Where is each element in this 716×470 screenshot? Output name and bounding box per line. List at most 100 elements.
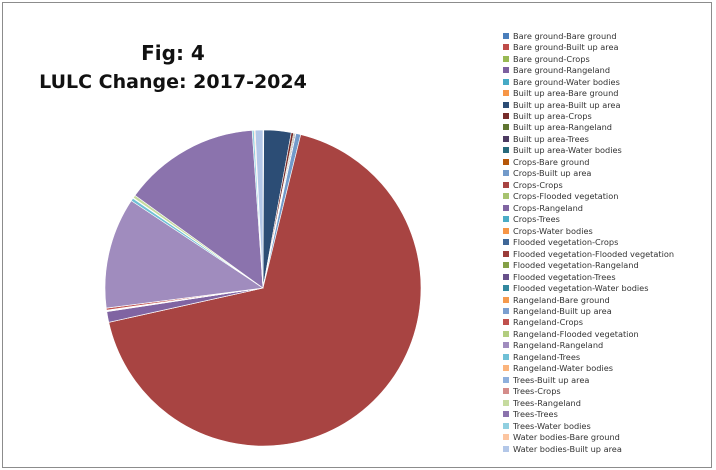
legend-entry: Rangeland-Rangeland <box>503 340 674 351</box>
legend-swatch <box>503 342 509 349</box>
legend-swatch <box>503 376 509 383</box>
legend-entry: Water bodies-Bare ground <box>503 431 674 442</box>
legend-label: Flooded vegetation-Flooded vegetation <box>513 248 675 259</box>
legend-entry: Built up area-Built up area <box>503 99 674 110</box>
legend-label: Bare ground-Built up area <box>513 42 619 53</box>
legend-label: Rangeland-Water bodies <box>513 363 614 374</box>
legend-swatch <box>503 353 509 360</box>
legend-label: Crops-Rangeland <box>513 202 583 213</box>
legend-swatch <box>503 216 509 223</box>
legend-label: Crops-Crops <box>513 179 563 190</box>
legend-entry: Crops-Bare ground <box>503 156 674 167</box>
legend-swatch <box>503 124 509 131</box>
legend-label: Built up area-Rangeland <box>513 122 612 133</box>
legend-entry: Bare ground-Rangeland <box>503 64 674 75</box>
legend-entry: Crops-Rangeland <box>503 202 674 213</box>
legend-label: Crops-Built up area <box>513 168 592 179</box>
legend-swatch <box>503 239 509 246</box>
legend-label: Bare ground-Crops <box>513 53 590 64</box>
legend-label: Trees-Built up area <box>513 374 590 385</box>
legend-entry: Bare ground-Bare ground <box>503 30 674 41</box>
legend-entry: Flooded vegetation-Water bodies <box>503 282 674 293</box>
chart-title: Fig: 4 LULC Change: 2017-2024 <box>23 39 323 97</box>
legend-swatch <box>503 67 509 74</box>
legend-label: Built up area-Water bodies <box>513 145 622 156</box>
legend-swatch <box>503 319 509 326</box>
legend-swatch <box>503 44 509 51</box>
legend-swatch <box>503 411 509 418</box>
pie-slice <box>104 200 264 309</box>
legend-entry: Built up area-Rangeland <box>503 122 674 133</box>
legend-entry: Built up area-Bare ground <box>503 87 674 98</box>
legend-swatch <box>503 399 509 406</box>
legend-swatch <box>503 204 509 211</box>
legend-entry: Water bodies-Built up area <box>503 443 674 454</box>
legend-entry: Crops-Built up area <box>503 168 674 179</box>
legend-label: Crops-Trees <box>513 214 560 225</box>
legend-swatch <box>503 135 509 142</box>
legend-entry: Trees-Water bodies <box>503 420 674 431</box>
legend-entry: Built up area-Crops <box>503 110 674 121</box>
legend-label: Flooded vegetation-Water bodies <box>513 283 649 294</box>
legend-label: Built up area-Trees <box>513 133 589 144</box>
legend-label: Trees-Rangeland <box>513 397 581 408</box>
legend-label: Crops-Water bodies <box>513 225 593 236</box>
pie-slice <box>134 130 264 289</box>
legend-entry: Trees-Trees <box>503 408 674 419</box>
legend-swatch <box>503 434 509 441</box>
legend-swatch <box>503 78 509 85</box>
pie-slice <box>108 134 422 447</box>
legend-swatch <box>503 147 509 154</box>
legend-label: Bare ground-Rangeland <box>513 65 611 76</box>
legend-swatch <box>503 388 509 395</box>
legend-entry: Bare ground-Built up area <box>503 41 674 52</box>
legend-label: Flooded vegetation-Trees <box>513 271 616 282</box>
legend-swatch <box>503 285 509 292</box>
chart-title-line1: Fig: 4 <box>141 41 205 65</box>
legend-entry: Rangeland-Built up area <box>503 305 674 316</box>
chart-legend: Bare ground-Bare ground Bare ground-Built… <box>503 30 674 454</box>
legend-entry: Crops-Crops <box>503 179 674 190</box>
legend-swatch <box>503 32 509 39</box>
legend-swatch <box>503 90 509 97</box>
legend-label: Water bodies-Bare ground <box>513 432 620 443</box>
legend-swatch <box>503 296 509 303</box>
legend-entry: Crops-Trees <box>503 214 674 225</box>
legend-label: Rangeland-Flooded vegetation <box>513 328 639 339</box>
legend-entry: Rangeland-Crops <box>503 317 674 328</box>
chart-title-line2: LULC Change: 2017-2024 <box>39 71 307 93</box>
legend-entry: Flooded vegetation-Trees <box>503 271 674 282</box>
legend-swatch <box>503 273 509 280</box>
legend-entry: Flooded vegetation-Flooded vegetation <box>503 248 674 259</box>
legend-entry: Bare ground-Water bodies <box>503 76 674 87</box>
legend-swatch <box>503 55 509 62</box>
legend-entry: Rangeland-Trees <box>503 351 674 362</box>
legend-label: Trees-Water bodies <box>513 420 591 431</box>
legend-entry: Flooded vegetation-Rangeland <box>503 259 674 270</box>
legend-swatch <box>503 307 509 314</box>
legend-entry: Bare ground-Crops <box>503 53 674 64</box>
legend-swatch <box>503 101 509 108</box>
legend-swatch <box>503 181 509 188</box>
legend-label: Crops-Bare ground <box>513 156 590 167</box>
legend-label: Trees-Crops <box>513 386 561 397</box>
legend-entry: Flooded vegetation-Crops <box>503 236 674 247</box>
legend-swatch <box>503 113 509 120</box>
legend-entry: Crops-Water bodies <box>503 225 674 236</box>
legend-swatch <box>503 193 509 200</box>
legend-entry: Trees-Rangeland <box>503 397 674 408</box>
legend-swatch <box>503 422 509 429</box>
legend-entry: Rangeland-Water bodies <box>503 363 674 374</box>
pie-slice <box>254 129 264 289</box>
legend-label: Rangeland-Trees <box>513 351 581 362</box>
legend-label: Bare ground-Bare ground <box>513 30 617 41</box>
legend-label: Rangeland-Built up area <box>513 305 612 316</box>
legend-swatch <box>503 262 509 269</box>
legend-entry: Rangeland-Flooded vegetation <box>503 328 674 339</box>
legend-label: Rangeland-Rangeland <box>513 340 604 351</box>
legend-label: Rangeland-Bare ground <box>513 294 610 305</box>
pie-chart <box>104 129 422 447</box>
legend-entry: Rangeland-Bare ground <box>503 294 674 305</box>
legend-label: Built up area-Built up area <box>513 99 621 110</box>
